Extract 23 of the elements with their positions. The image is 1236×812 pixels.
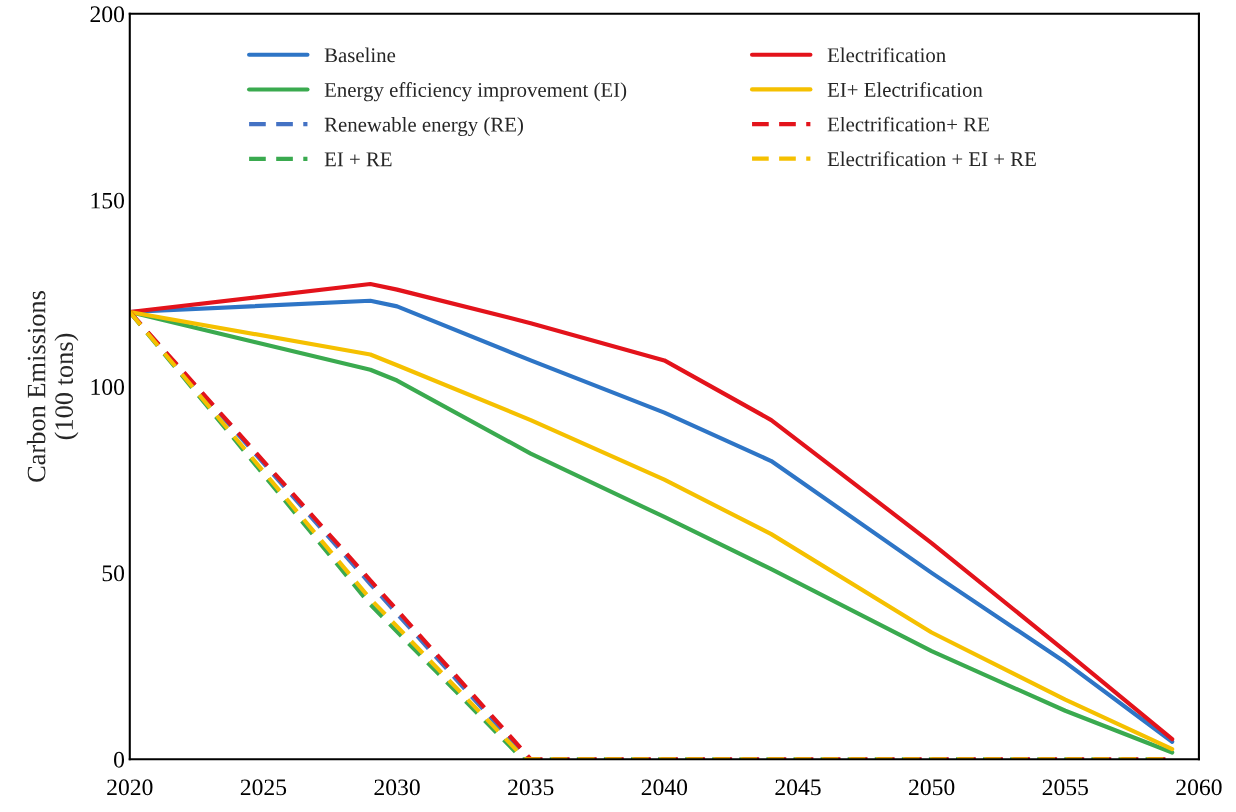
legend-label: Electrification+ RE [827,116,989,132]
x-tick-label: 2030 [374,779,420,796]
y-tick-label: 0 [114,751,125,768]
legend-label: EI + RE [324,152,392,167]
x-tick-label: 2055 [1042,779,1088,796]
x-tick-label: 2050 [909,779,955,796]
y-axis-title: Carbon Emissions (100 tons) [26,291,79,482]
y-tick-label: 100 [91,379,125,395]
x-tick-label: 2040 [641,779,688,796]
x-tick-label: 2035 [508,779,554,796]
y-tick-label: 150 [91,192,125,209]
legend-label: Electrification + EI + RE [827,151,1036,167]
legend-label: Renewable energy (RE) [324,117,523,136]
x-tick-label: 2020 [107,779,153,796]
y-tick-label: 200 [90,6,125,23]
legend-label: Baseline [324,47,396,63]
x-tick-label: 2045 [775,779,821,796]
y-tick-label: 50 [102,565,125,582]
x-tick-label: 2025 [240,779,287,796]
legend-label: EI+ Electrification [827,82,983,97]
x-tick-label: 2060 [1176,779,1222,796]
legend-label: Energy efficiency improvement (EI) [324,82,627,102]
legend-label: Electrification [827,47,946,63]
